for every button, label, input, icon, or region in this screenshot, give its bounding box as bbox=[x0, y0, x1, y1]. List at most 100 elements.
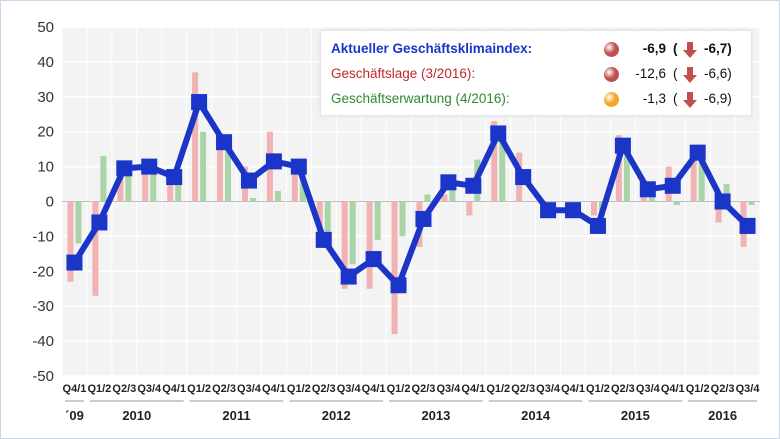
x-tick-label: Q1/2 bbox=[287, 383, 311, 395]
index-point bbox=[714, 193, 731, 210]
y-tick-label: 40 bbox=[37, 54, 54, 71]
bar-geschaeftslage bbox=[92, 201, 99, 296]
legend-previous-erwartung: -6,9) bbox=[704, 91, 732, 106]
x-tick-label: Q1/2 bbox=[586, 383, 610, 395]
index-point bbox=[240, 172, 257, 189]
bar-geschaeftslage bbox=[391, 201, 398, 335]
x-tick-label: Q3/4 bbox=[436, 383, 461, 395]
legend-row-erwartung: Geschäftserwartung (4/2016): -1,3 ( -6,9… bbox=[331, 89, 741, 111]
index-point bbox=[589, 217, 606, 234]
bar-geschaeftserwartung bbox=[424, 194, 431, 202]
bar-geschaeftslage bbox=[192, 72, 199, 202]
bar-geschaeftserwartung bbox=[324, 201, 331, 237]
bar-geschaeftslage bbox=[441, 194, 448, 202]
x-tick-label: Q3/4 bbox=[337, 383, 362, 395]
legend-label-lage: Geschäftslage (3/2016): bbox=[331, 66, 476, 81]
legend-paren: ( bbox=[673, 41, 678, 56]
bar-geschaeftslage bbox=[366, 201, 373, 289]
legend-label-erwartung: Geschäftserwartung (4/2016): bbox=[331, 91, 510, 106]
index-point bbox=[465, 177, 482, 194]
status-dot-icon bbox=[604, 67, 619, 82]
bar-geschaeftserwartung bbox=[75, 201, 82, 244]
x-tick-label: Q1/2 bbox=[187, 383, 211, 395]
bar-geschaeftserwartung bbox=[623, 152, 630, 202]
bar-geschaeftslage bbox=[590, 201, 597, 216]
bar-geschaeftserwartung bbox=[748, 201, 755, 205]
year-label: 2011 bbox=[222, 408, 250, 423]
index-point bbox=[141, 158, 158, 175]
y-tick-label: 0 bbox=[46, 194, 54, 211]
y-tick-label: 50 bbox=[37, 19, 54, 36]
y-tick-label: 30 bbox=[37, 89, 54, 106]
bar-geschaeftslage bbox=[217, 142, 224, 202]
x-tick-label: Q2/3 bbox=[711, 383, 735, 395]
x-tick-label: Q4/1 bbox=[461, 383, 485, 395]
bar-geschaeftserwartung bbox=[249, 198, 256, 202]
bar-geschaeftserwartung bbox=[150, 166, 157, 202]
y-tick-label: 20 bbox=[37, 124, 54, 141]
y-tick-label: 10 bbox=[37, 159, 54, 176]
x-tick-label: Q2/3 bbox=[212, 383, 236, 395]
index-point bbox=[540, 202, 557, 219]
index-point bbox=[315, 231, 332, 248]
x-tick-label: Q1/2 bbox=[686, 383, 710, 395]
legend-row-index: Aktueller Geschäftsklimaindex: -6,9 ( -6… bbox=[331, 39, 741, 61]
x-tick-label: Q2/3 bbox=[412, 383, 436, 395]
x-tick-label: Q2/3 bbox=[511, 383, 535, 395]
index-point bbox=[689, 144, 706, 161]
x-tick-label: Q2/3 bbox=[611, 383, 635, 395]
index-point bbox=[166, 169, 183, 186]
index-point bbox=[116, 160, 133, 177]
status-dot-icon bbox=[604, 42, 619, 57]
bar-geschaeftserwartung bbox=[100, 156, 107, 202]
x-tick-label: Q1/2 bbox=[387, 383, 411, 395]
x-tick-label: Q3/4 bbox=[536, 383, 561, 395]
bar-geschaeftserwartung bbox=[125, 170, 132, 202]
bar-geschaeftslage bbox=[67, 201, 74, 282]
x-tick-label: Q3/4 bbox=[137, 383, 162, 395]
bar-geschaeftserwartung bbox=[225, 138, 232, 202]
bar-geschaeftslage bbox=[142, 166, 149, 202]
index-point bbox=[340, 268, 357, 285]
year-label: ´09 bbox=[65, 408, 84, 423]
index-point bbox=[440, 174, 457, 191]
index-point bbox=[191, 94, 208, 111]
index-point bbox=[290, 158, 307, 175]
legend-previous-index: -6,7) bbox=[704, 41, 732, 56]
bar-geschaeftserwartung bbox=[449, 180, 456, 202]
bar-geschaeftserwartung bbox=[349, 201, 356, 265]
x-tick-label: Q1/2 bbox=[486, 383, 510, 395]
index-point bbox=[739, 217, 756, 234]
bar-geschaeftserwartung bbox=[399, 201, 406, 237]
y-tick-label: -20 bbox=[32, 263, 54, 280]
year-label: 2016 bbox=[708, 408, 737, 423]
year-label: 2012 bbox=[322, 408, 351, 423]
legend-label-index: Aktueller Geschäftsklimaindex: bbox=[331, 41, 533, 56]
bar-geschaeftslage bbox=[690, 149, 697, 202]
index-point bbox=[515, 169, 532, 186]
x-tick-label: Q4/1 bbox=[162, 383, 186, 395]
y-tick-label: -30 bbox=[32, 298, 54, 315]
bar-geschaeftserwartung bbox=[698, 149, 705, 202]
bar-geschaeftserwartung bbox=[274, 191, 281, 202]
legend-current-lage: -12,6 bbox=[635, 66, 666, 81]
bar-geschaeftserwartung bbox=[673, 201, 680, 205]
y-tick-label: -10 bbox=[32, 228, 54, 245]
y-tick-label: -40 bbox=[32, 333, 54, 350]
x-tick-label: Q4/1 bbox=[561, 383, 585, 395]
down-arrow-icon bbox=[683, 42, 697, 58]
index-point bbox=[91, 214, 108, 231]
bar-geschaeftserwartung bbox=[374, 201, 381, 240]
x-tick-label: Q1/2 bbox=[87, 383, 111, 395]
status-dot-icon bbox=[604, 92, 619, 107]
legend-paren: ( bbox=[673, 66, 678, 81]
index-point bbox=[614, 137, 631, 154]
bar-geschaeftserwartung bbox=[200, 131, 207, 202]
bar-geschaeftserwartung bbox=[499, 138, 506, 202]
bar-geschaeftslage bbox=[291, 170, 298, 202]
bar-geschaeftslage bbox=[491, 121, 498, 202]
x-tick-label: Q2/3 bbox=[112, 383, 136, 395]
legend-row-lage: Geschäftslage (3/2016): -12,6 ( -6,6) bbox=[331, 64, 741, 86]
index-point bbox=[490, 125, 507, 142]
x-tick-label: Q3/4 bbox=[636, 383, 661, 395]
